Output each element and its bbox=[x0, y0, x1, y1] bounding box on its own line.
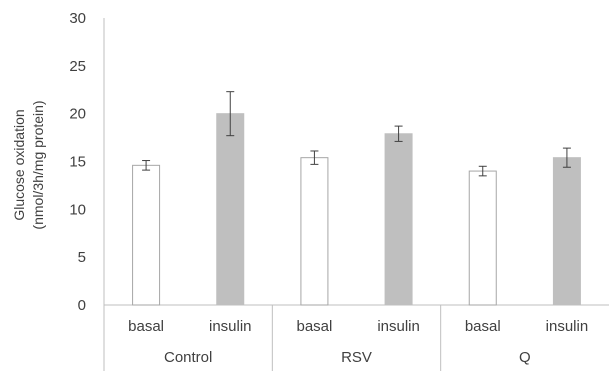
y-axis-label: Glucose oxidation bbox=[11, 109, 27, 220]
group-label: Control bbox=[164, 349, 212, 366]
bar-category-label: basal bbox=[465, 318, 501, 335]
y-tick-label: 25 bbox=[69, 58, 86, 75]
y-tick-label: 20 bbox=[69, 106, 86, 123]
group-label: RSV bbox=[341, 349, 372, 366]
bar-q-basal bbox=[468, 170, 497, 306]
bar-category-label: insulin bbox=[546, 318, 589, 335]
bar-category-label: basal bbox=[296, 318, 332, 335]
bar-category-label: basal bbox=[128, 318, 164, 335]
bar-category-label: insulin bbox=[377, 318, 420, 335]
bar-control-insulin bbox=[216, 113, 245, 306]
bar-rsv-insulin bbox=[384, 133, 413, 306]
bar-q-insulin bbox=[552, 157, 581, 306]
bar-category-label: insulin bbox=[209, 318, 252, 335]
y-axis-unit-label: (nmol/3h/mg protein) bbox=[30, 100, 46, 229]
bar-rsv-basal bbox=[300, 157, 329, 306]
y-tick-label: 15 bbox=[69, 154, 86, 171]
bar-control-basal bbox=[132, 164, 161, 306]
y-tick-label: 0 bbox=[78, 297, 86, 314]
group-label: Q bbox=[519, 349, 531, 366]
y-tick-label: 30 bbox=[69, 10, 86, 27]
y-tick-label: 10 bbox=[69, 201, 86, 218]
y-tick-label: 5 bbox=[78, 249, 86, 266]
